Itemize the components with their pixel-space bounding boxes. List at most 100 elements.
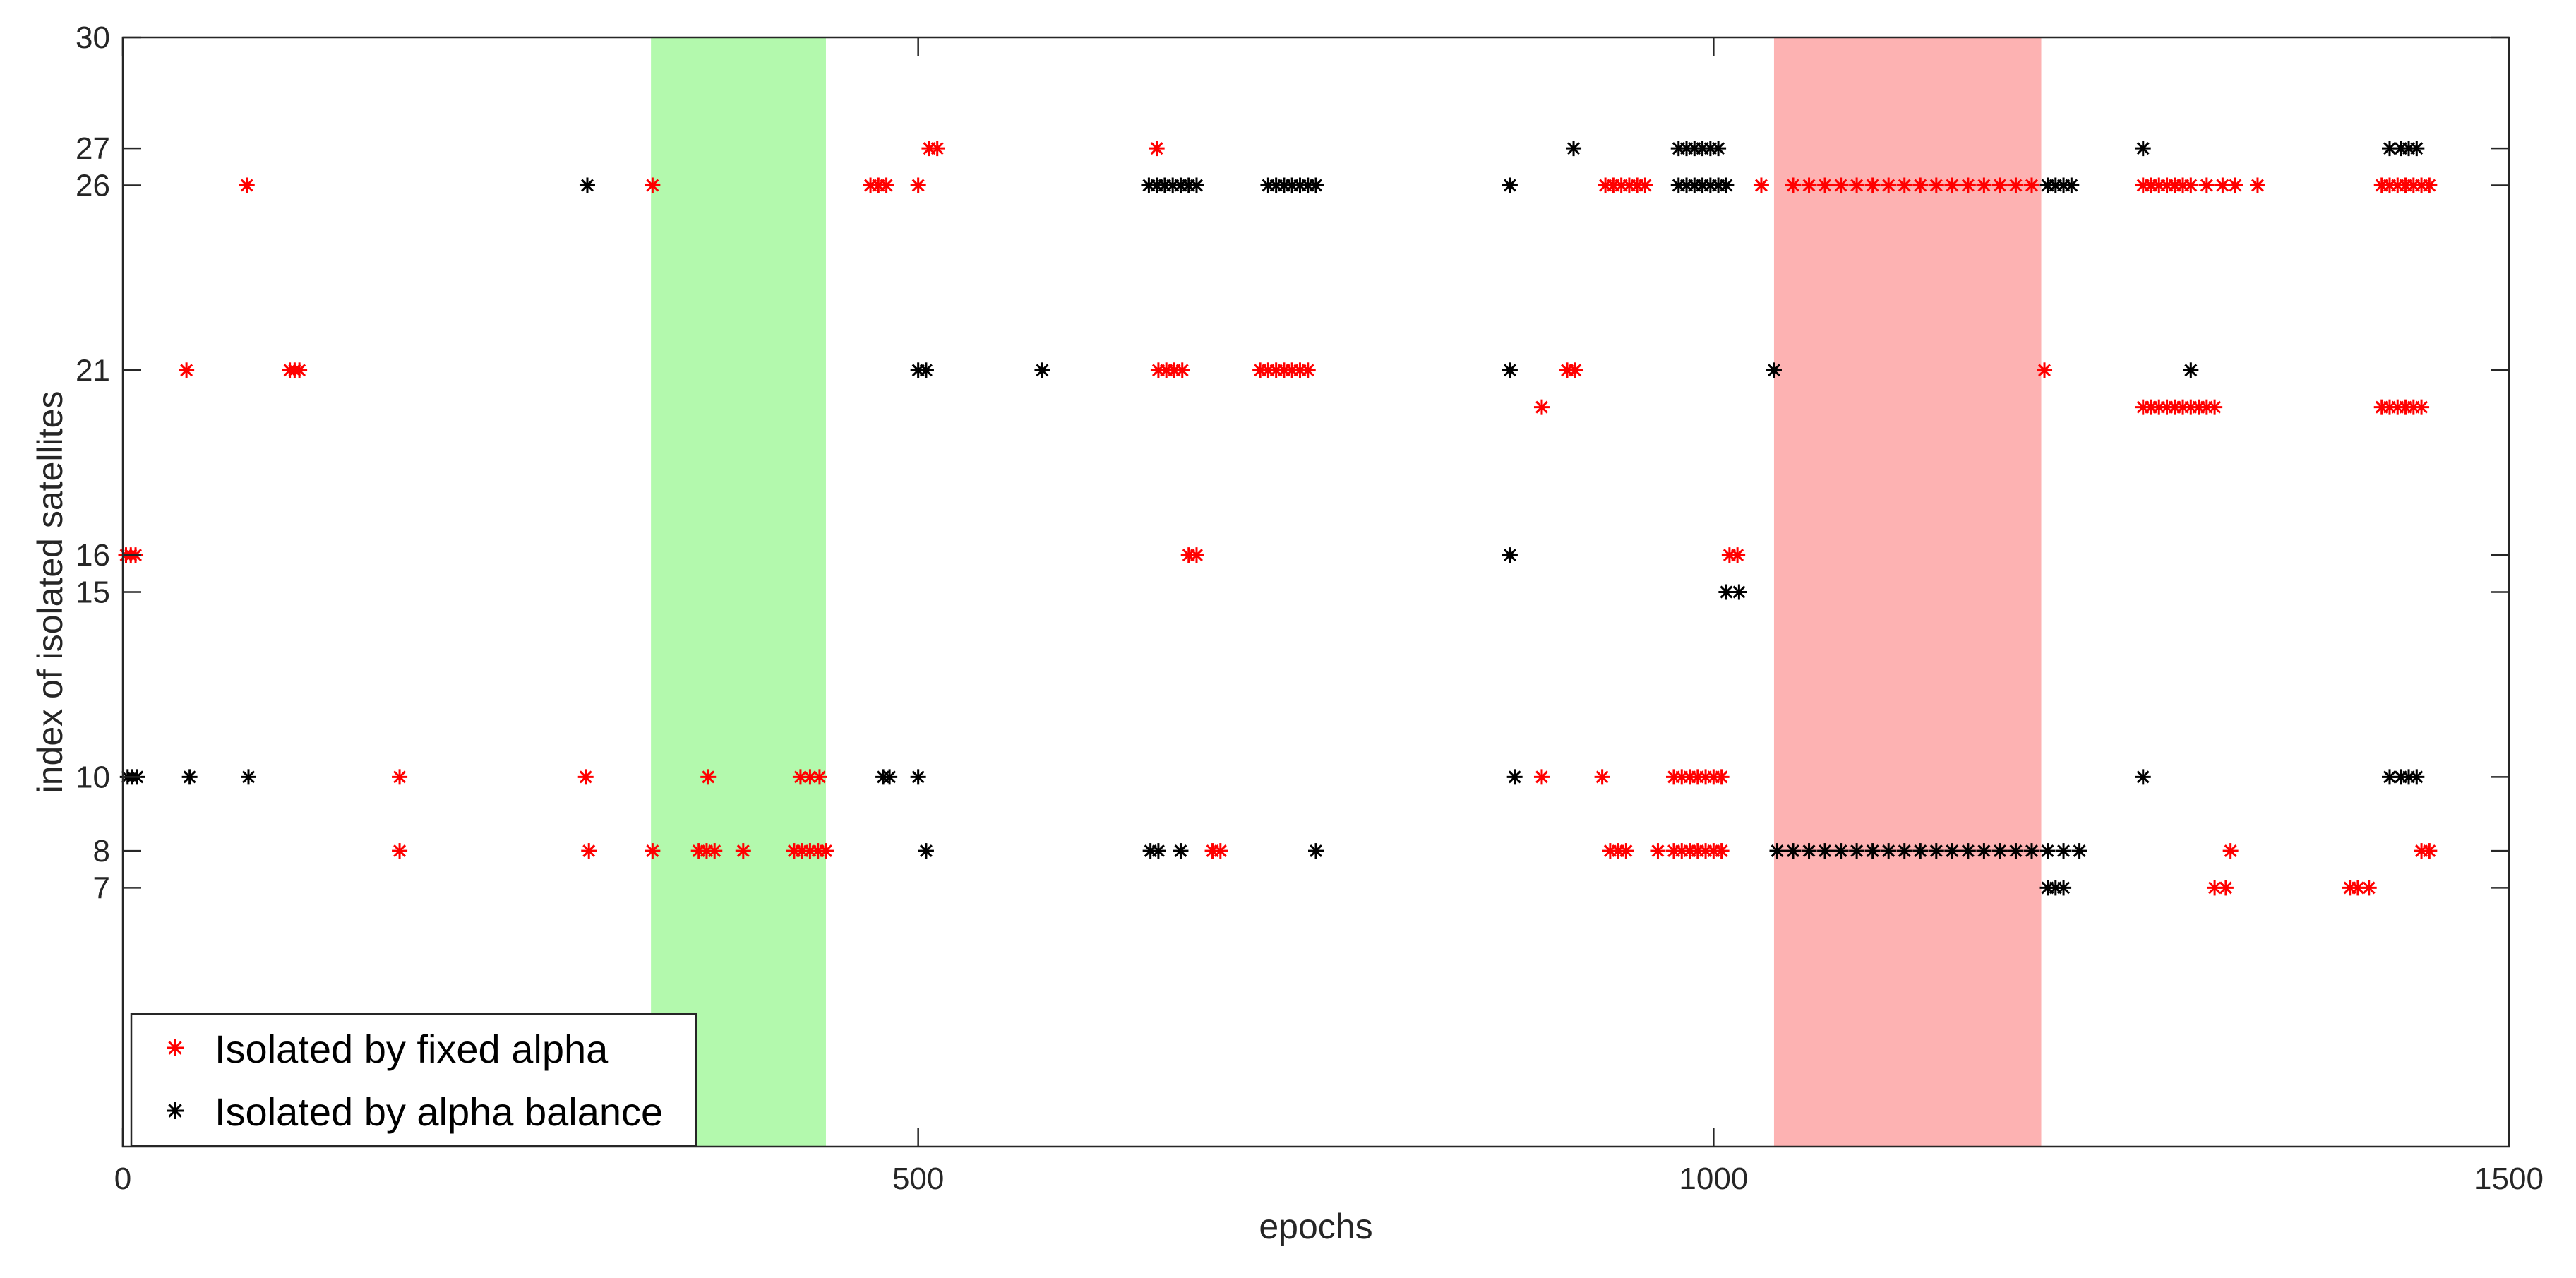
data-point (1718, 177, 1735, 193)
y-tick-label: 7 (93, 871, 110, 905)
data-point (1928, 843, 1944, 859)
data-point (1896, 177, 1912, 193)
data-point (910, 177, 926, 193)
y-tick-label: 30 (76, 20, 110, 55)
data-point (1637, 177, 1653, 193)
data-point (1912, 843, 1929, 859)
data-point (1150, 843, 1166, 859)
data-point (1506, 769, 1523, 785)
data-point (918, 843, 934, 859)
data-point (811, 769, 827, 785)
legend-marker-alpha-balance (167, 1102, 184, 1119)
data-point (392, 843, 408, 859)
y-tick-label: 16 (76, 538, 110, 573)
data-point (645, 843, 661, 859)
shaded-region-1 (651, 37, 826, 1147)
data-point (1817, 177, 1833, 193)
data-point (241, 769, 257, 785)
data-point (1533, 769, 1550, 785)
data-point (581, 843, 597, 859)
data-point (918, 362, 934, 378)
data-point (2222, 843, 2239, 859)
data-point (1817, 843, 1833, 859)
data-point (1849, 843, 1865, 859)
data-point (2207, 399, 2223, 415)
data-point (1769, 843, 1785, 859)
data-point (1896, 843, 1912, 859)
data-point (1300, 362, 1316, 378)
data-point (735, 843, 751, 859)
data-point (1174, 362, 1190, 378)
data-point (1960, 177, 1976, 193)
data-point (1502, 177, 1518, 193)
data-point (1785, 177, 1801, 193)
data-point (1567, 362, 1583, 378)
y-tick-label: 10 (76, 760, 110, 794)
data-point (1149, 141, 1165, 157)
data-point (1189, 177, 1204, 193)
data-point (2183, 177, 2199, 193)
legend-box (130, 1013, 697, 1147)
data-point (1713, 769, 1730, 785)
data-point (1833, 177, 1849, 193)
data-point (2361, 880, 2377, 896)
data-point (392, 769, 408, 785)
data-point (1944, 843, 1960, 859)
data-point (2217, 880, 2234, 896)
y-axis-title: index of isolated satellites (30, 391, 70, 794)
x-tick-label: 1000 (1679, 1161, 1748, 1196)
data-point (1594, 769, 1610, 785)
data-point (2056, 843, 2072, 859)
data-point (2037, 362, 2053, 378)
data-point (1976, 843, 1992, 859)
legend-label-alpha-balance: Isolated by alpha balance (215, 1089, 663, 1134)
data-point (1991, 843, 2008, 859)
data-point (1308, 177, 1324, 193)
data-point (1189, 547, 1204, 563)
data-point (2135, 141, 2151, 157)
data-point (1731, 584, 1747, 600)
data-point (1713, 843, 1730, 859)
legend: Isolated by fixed alpha Isolated by alph… (130, 1013, 697, 1147)
data-point (929, 141, 945, 157)
data-point (1766, 362, 1782, 378)
data-point (1912, 177, 1929, 193)
y-tick-label: 26 (76, 168, 110, 203)
shaded-regions (651, 37, 2042, 1147)
data-point (239, 177, 255, 193)
y-tick-label: 21 (76, 353, 110, 388)
data-point (1502, 547, 1518, 563)
data-point (1533, 399, 1550, 415)
data-point (1711, 141, 1727, 157)
data-point (802, 769, 818, 785)
data-point (817, 843, 834, 859)
data-point (1960, 843, 1976, 859)
series-alpha-balance (119, 141, 2425, 896)
data-point (1502, 362, 1518, 378)
legend-marker-star (167, 1039, 184, 1056)
data-point (1944, 177, 1960, 193)
data-point (579, 177, 595, 193)
data-point (2227, 177, 2243, 193)
y-tick-label: 15 (76, 575, 110, 610)
data-point (1308, 843, 1324, 859)
data-point (878, 177, 894, 193)
data-point (2071, 843, 2087, 859)
data-point (882, 769, 898, 785)
legend-marker-fixed-alpha (167, 1039, 184, 1056)
data-point (1801, 177, 1817, 193)
data-point (1928, 177, 1944, 193)
legend-marker-star (167, 1102, 184, 1119)
data-point (2024, 843, 2039, 859)
data-point (1034, 362, 1050, 378)
data-point (2024, 177, 2039, 193)
data-point (1864, 843, 1881, 859)
x-tick-label: 0 (114, 1161, 131, 1196)
data-point (1753, 177, 1769, 193)
data-point (2183, 362, 2199, 378)
data-point (2409, 769, 2425, 785)
legend-label-fixed-alpha: Isolated by fixed alpha (215, 1027, 609, 1071)
data-point (2249, 177, 2265, 193)
